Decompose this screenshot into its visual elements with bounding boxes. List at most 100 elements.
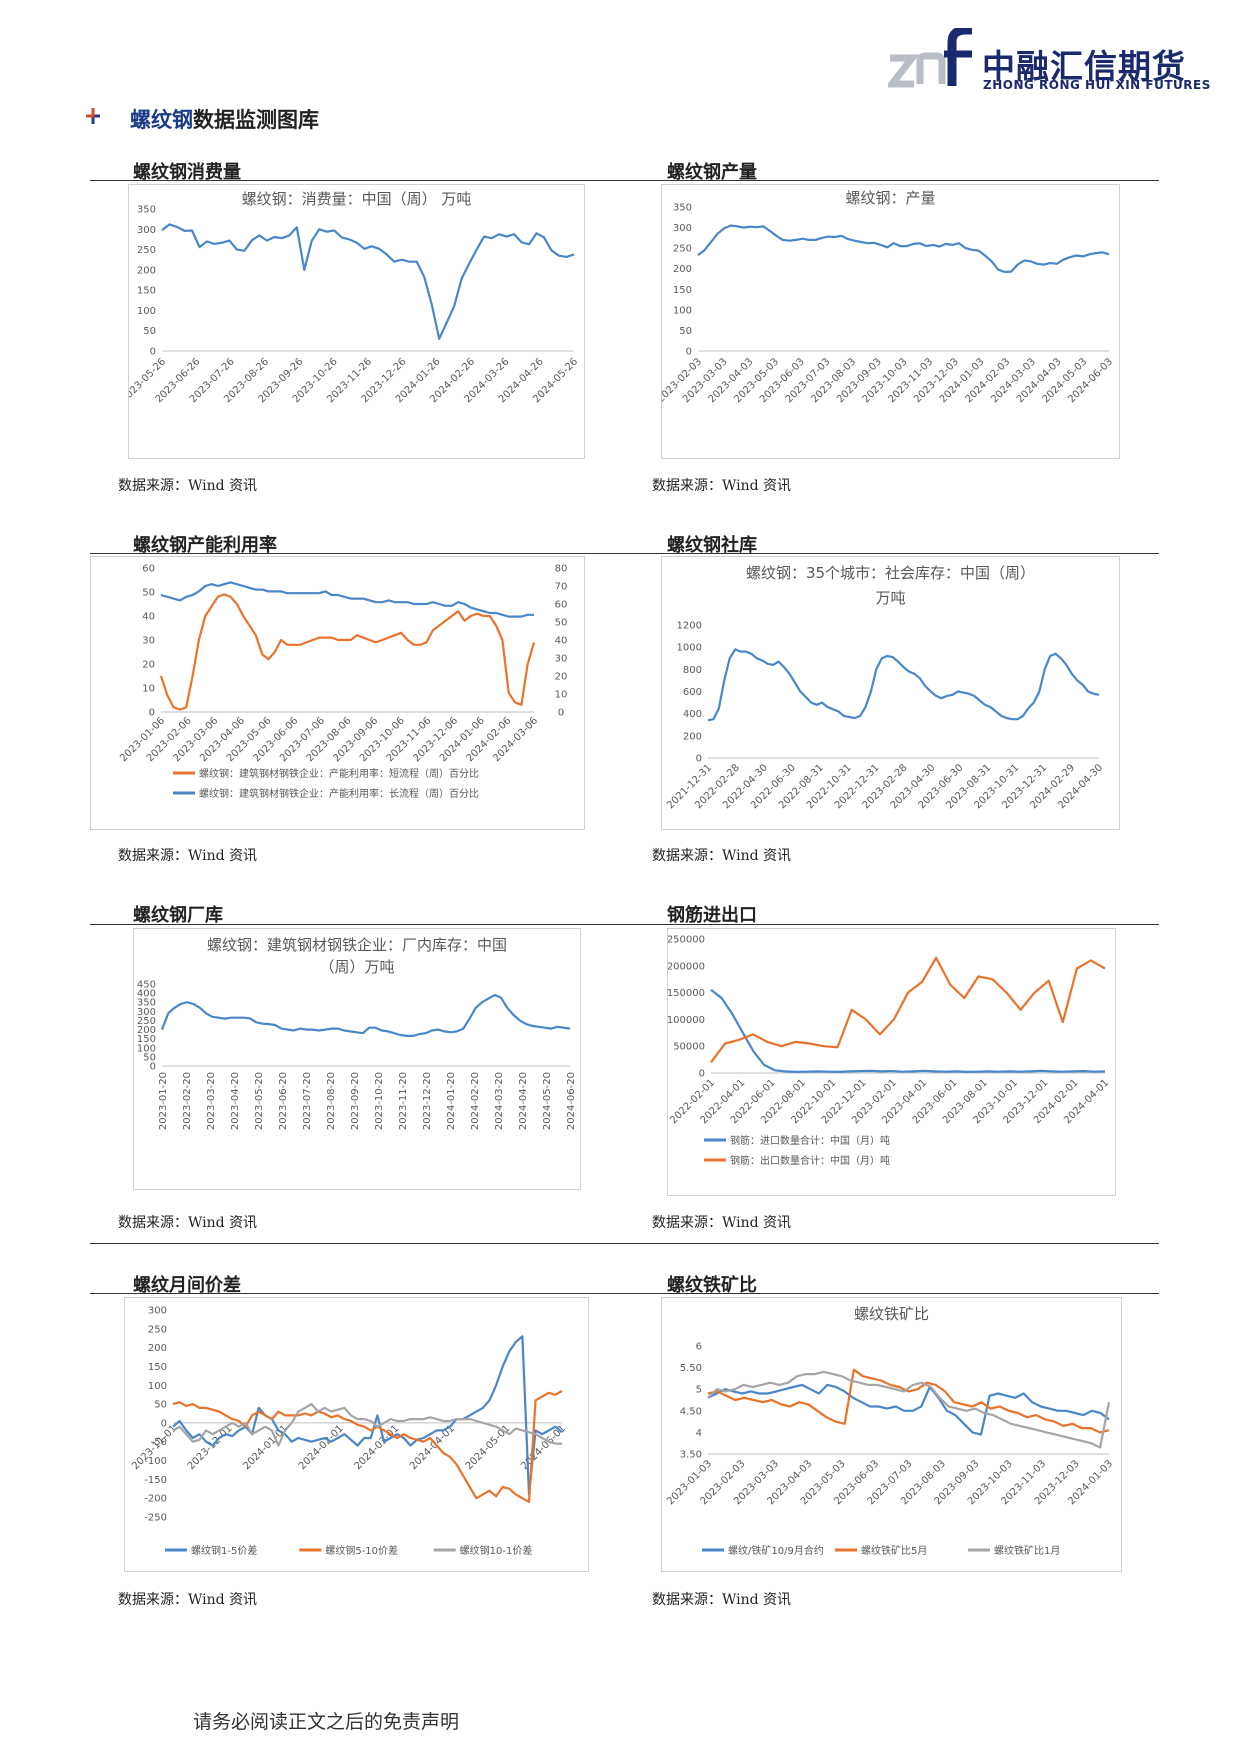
section-rule: [90, 1243, 1159, 1244]
section-title-ore-ratio: 螺纹铁矿比: [667, 1275, 757, 1296]
y2-tick-label: 10: [555, 690, 568, 701]
chart-factory-inventory: 螺纹钢：建筑钢材钢铁企业：厂内库存：中国 （周）万吨 050100150200250…: [137, 936, 577, 1130]
series-line-1: [172, 1335, 563, 1496]
chart-social-inventory: 螺纹钢：35个城市：社会库存：中国（周） 万吨 0 200 400 600 800 1000 1…: [665, 564, 1105, 811]
y-tick-label: 50: [143, 1052, 156, 1063]
y-tick-label: 100: [137, 1043, 156, 1054]
x-tick-label: 2023-04-20: [230, 1072, 241, 1130]
chart-title: 螺纹钢：消费量：中国（周） 万吨: [242, 190, 472, 208]
y-tick-label: 300: [137, 1007, 156, 1018]
data-source: 数据来源：Wind 资讯: [652, 848, 792, 864]
section-title-consumption: 螺纹钢消费量: [133, 162, 241, 183]
y-tick-label: 0: [699, 1069, 705, 1080]
legend-label: 螺纹铁矿比5月: [861, 1544, 927, 1557]
y-tick-label: 6: [696, 1342, 702, 1353]
section-rule: [90, 924, 1159, 925]
y-tick-label: 250: [137, 245, 156, 256]
title-bullet-icon: [86, 108, 100, 124]
data-source: 数据来源：Wind 资讯: [118, 478, 258, 494]
x-tick-label: 2023-08-20: [326, 1072, 337, 1130]
legend-label: 螺纹/铁矿10/9月合约: [728, 1544, 824, 1557]
section-title-capacity: 螺纹钢产能利用率: [133, 535, 277, 556]
y-tick-label: 150: [673, 285, 692, 296]
x-tick-label: 2024-03-01: [353, 1423, 402, 1472]
y-tick-label: 350: [137, 998, 156, 1009]
y-tick-label: 40: [142, 612, 155, 623]
y-tick-label: 600: [683, 687, 702, 698]
series-line-1: [707, 1383, 1110, 1436]
legend-label: 螺纹钢10-1价差: [460, 1544, 533, 1557]
chart-consumption: 螺纹钢：消费量：中国（周） 万吨050100150200250300350202…: [119, 190, 580, 405]
x-tick-label: 2024-02-01: [297, 1423, 346, 1472]
data-source: 数据来源：Wind 资讯: [652, 478, 792, 494]
y2-tick-label: 30: [555, 654, 568, 665]
page-title: 螺纹钢数据监测图库: [130, 104, 319, 134]
section-title-import-export: 钢筋进出口: [667, 905, 757, 926]
y-tick-label: 250: [148, 1324, 167, 1335]
y-tick-label: 200000: [668, 961, 705, 972]
y-tick-label: 50: [679, 326, 692, 337]
y-tick-label: 400: [137, 989, 156, 1000]
y-tick-label: 100000: [668, 1015, 705, 1026]
y-tick-label: 20: [142, 660, 155, 671]
section-rule: [90, 180, 1159, 181]
series-line-2: [160, 581, 534, 618]
chart-title: 螺纹钢：35个城市：社会库存：中国（周）: [746, 564, 1035, 582]
y-tick-label: 50000: [673, 1042, 705, 1053]
x-tick-label: 2023-01-20: [158, 1072, 169, 1130]
y-tick-label: 10: [142, 684, 155, 695]
chart-production: 螺纹钢：产量0501001502002503003502023-02-03202…: [655, 189, 1115, 405]
y-tick-label: 200: [137, 1025, 156, 1036]
y-tick-label: 200: [137, 265, 156, 276]
y-tick-label: 100: [148, 1381, 167, 1392]
y-tick-label: 1200: [677, 621, 702, 632]
y-tick-label: 0: [161, 1418, 167, 1429]
y-tick-label: 0: [686, 347, 692, 358]
y-tick-label: 4.50: [680, 1406, 702, 1417]
section-title-social-inventory: 螺纹钢社库: [667, 535, 757, 556]
y-tick-label: 350: [673, 203, 692, 214]
y2-tick-label: 50: [555, 618, 568, 629]
data-source: 数据来源：Wind 资讯: [652, 1215, 792, 1231]
y-tick-label: 150: [137, 286, 156, 297]
y-tick-label: 250: [137, 1016, 156, 1027]
y-tick-label: 450: [137, 980, 156, 991]
page-title-highlight: 螺纹钢: [130, 108, 193, 132]
y-tick-label: 400: [683, 709, 702, 720]
y-tick-label: 100: [137, 306, 156, 317]
x-tick-label: 2023-07-20: [302, 1072, 313, 1130]
y-tick-label: 50: [154, 1400, 167, 1411]
y2-tick-label: 70: [555, 582, 568, 593]
y-tick-label: 5.50: [680, 1363, 702, 1374]
section-title-production: 螺纹钢产量: [667, 162, 757, 183]
chart-import-export: 0500001000001500002000002500002022-02-01…: [667, 935, 1111, 1168]
y-tick-label: 3.50: [680, 1450, 702, 1461]
y-tick-label: 800: [683, 665, 702, 676]
legend-label: 螺纹钢：建筑钢材钢铁企业：产能利用率：短流程（周）百分比: [199, 767, 479, 780]
x-tick-label: 2024-01-20: [446, 1072, 457, 1130]
x-tick-label: 2023-02-20: [182, 1072, 193, 1130]
chart-calendar-spread: -250 -200 -150 -100 -50 0 50 100 150 200 250 300 202…: [130, 1306, 568, 1558]
y-tick-label: 250000: [668, 935, 705, 946]
y2-tick-label: 0: [558, 708, 564, 719]
y-tick-label: 4: [696, 1428, 702, 1439]
y-tick-label: 0: [149, 708, 155, 719]
y-tick-label: -100: [144, 1456, 167, 1467]
series-line-3: [172, 1402, 562, 1447]
x-tick-label: 2024-03-20: [494, 1072, 505, 1130]
y-tick-label: 150: [148, 1362, 167, 1373]
y-tick-label: 200: [673, 264, 692, 275]
y-tick-label: -200: [144, 1494, 167, 1505]
x-tick-label: 2024-04-20: [518, 1072, 529, 1130]
y-tick-label: 200: [683, 731, 702, 742]
y2-tick-label: 20: [555, 672, 568, 683]
y-tick-label: 300: [148, 1306, 167, 1317]
y-tick-label: 300: [673, 223, 692, 234]
y-tick-label: 50: [142, 588, 155, 599]
y-tick-label: 350: [137, 205, 156, 216]
legend-label: 螺纹铁矿比1月: [994, 1544, 1060, 1557]
y2-tick-label: 40: [555, 636, 568, 647]
chart-rebar-ore-ratio: 螺纹铁矿比3.5044.5055.5062023-01-032023-02-03…: [665, 1305, 1115, 1557]
section-title-spread: 螺纹月间价差: [133, 1275, 241, 1296]
section-rule: [90, 553, 1159, 554]
